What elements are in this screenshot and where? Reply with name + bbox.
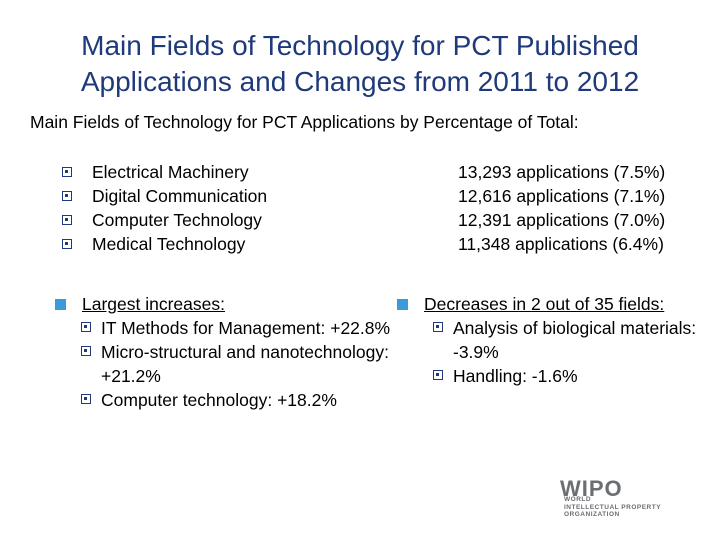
field-count: 11,348 applications (6.4%): [458, 234, 664, 254]
increases-heading: Largest increases:: [55, 292, 405, 316]
field-name: Electrical Machinery: [92, 162, 249, 182]
checkbox-bullet-icon: [62, 215, 72, 225]
checkbox-bullet-icon: [81, 394, 91, 404]
logo-caption: WORLD INTELLECTUAL PROPERTY ORGANIZATION: [564, 496, 662, 518]
wipo-logo: WIPO WORLD INTELLECTUAL PROPERTY ORGANIZ…: [560, 476, 710, 520]
field-row: Medical Technology 11,348 applications (…: [62, 232, 702, 256]
decreases-heading: Decreases in 2 out of 35 fields:: [397, 292, 707, 316]
square-bullet-icon: [397, 299, 408, 310]
field-name: Medical Technology: [92, 234, 246, 254]
field-count: 12,616 applications (7.1%): [458, 186, 666, 206]
field-count: 12,391 applications (7.0%): [458, 210, 666, 230]
logo-wordmark: WIPO: [560, 476, 623, 501]
checkbox-bullet-icon: [433, 322, 443, 332]
field-row: Computer Technology 12,391 applications …: [62, 208, 702, 232]
field-row: Digital Communication 12,616 application…: [62, 184, 702, 208]
fields-subtitle: Main Fields of Technology for PCT Applic…: [30, 112, 579, 132]
checkbox-bullet-icon: [81, 322, 91, 332]
increase-item: IT Methods for Management: +22.8%: [81, 316, 405, 340]
increase-item: Computer technology: +18.2%: [81, 388, 405, 412]
slide-title: Main Fields of Technology for PCT Publis…: [80, 30, 640, 97]
fields-list: Electrical Machinery 13,293 applications…: [62, 160, 702, 256]
checkbox-bullet-icon: [62, 167, 72, 177]
field-name: Computer Technology: [92, 210, 262, 230]
decrease-item: Analysis of biological materials: -3.9%: [433, 316, 707, 364]
checkbox-bullet-icon: [433, 370, 443, 380]
checkbox-bullet-icon: [62, 191, 72, 201]
field-count: 13,293 applications (7.5%): [458, 162, 666, 182]
checkbox-bullet-icon: [62, 239, 72, 249]
square-bullet-icon: [55, 299, 66, 310]
field-row: Electrical Machinery 13,293 applications…: [62, 160, 702, 184]
increase-item: Micro-structural and nanotechnology: +21…: [81, 340, 405, 388]
decreases-section: Decreases in 2 out of 35 fields: Analysi…: [397, 292, 707, 388]
decrease-item: Handling: -1.6%: [433, 364, 707, 388]
increases-section: Largest increases: IT Methods for Manage…: [55, 292, 405, 412]
checkbox-bullet-icon: [81, 346, 91, 356]
field-name: Digital Communication: [92, 186, 268, 206]
